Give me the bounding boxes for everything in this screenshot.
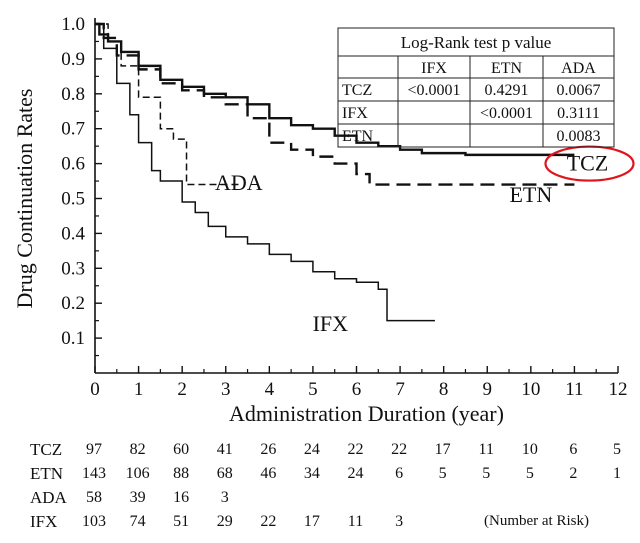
x-tick-label: 9 [483, 379, 493, 400]
pvalue-row-header: IFX [342, 105, 368, 122]
risk-value: 3 [220, 489, 229, 506]
pvalue-row-header: ETN [342, 128, 374, 145]
pvalue-col-header: IFX [421, 60, 447, 77]
pvalue-cell: 0.4291 [485, 82, 529, 99]
y-tick-label: 0.7 [61, 119, 85, 140]
y-tick-label: 0.5 [61, 189, 85, 210]
risk-value: 41 [216, 441, 233, 458]
x-tick-label: 5 [308, 379, 318, 400]
risk-value: 17 [434, 441, 451, 458]
risk-value: 88 [173, 465, 190, 482]
x-tick-label: 1 [134, 379, 144, 400]
curve-label-ifx: IFX [313, 311, 349, 336]
curve-label-ada: ADA [215, 170, 263, 195]
pvalue-row-header: TCZ [342, 82, 372, 99]
x-tick-label: 8 [439, 379, 449, 400]
risk-value: 22 [260, 513, 277, 530]
series-line-tcz [95, 22, 575, 157]
x-tick-label: 12 [609, 379, 628, 400]
risk-value: 143 [82, 465, 106, 482]
risk-value: 2 [569, 465, 578, 482]
pvalue-table-border [337, 27, 615, 148]
risk-value: 58 [86, 489, 102, 506]
risk-value: 5 [482, 465, 491, 482]
risk-row-label: TCZ [30, 440, 63, 459]
risk-value: 106 [125, 465, 150, 482]
risk-value: 11 [347, 513, 364, 530]
x-tick-label: 6 [352, 379, 362, 400]
y-tick-label: 0.8 [61, 84, 85, 105]
risk-value: 46 [260, 465, 277, 482]
y-tick-label: 0.4 [61, 223, 85, 244]
risk-value: 29 [216, 513, 233, 530]
risk-value: 5 [525, 465, 534, 482]
risk-value: 10 [521, 441, 538, 458]
y-tick-label: 0.2 [61, 293, 85, 314]
survival-chart: 0 1 2 3 4 5 6 7 8 9 10 11 120.10.20.30.40.50.60.70.8… [12, 14, 635, 426]
x-tick-label: 2 [177, 379, 187, 400]
risk-value: 17 [303, 513, 320, 530]
curve-label-tcz: TCZ [567, 151, 609, 176]
series-line-etn [95, 22, 575, 186]
x-tick-label: 7 [395, 379, 405, 400]
risk-value: 39 [129, 489, 146, 506]
y-tick-label: 0.9 [61, 49, 85, 70]
pvalue-cell: 0.3111 [557, 105, 600, 122]
series-line-ada [95, 23, 239, 186]
risk-value: 74 [129, 513, 146, 530]
risk-value: 5 [438, 465, 447, 482]
y-tick-label: 1.0 [61, 14, 85, 35]
x-tick-label: 3 [221, 379, 231, 400]
pvalue-cell: 0.0083 [557, 128, 601, 145]
x-tick-label: 10 [521, 379, 540, 400]
risk-row-label: ADA [30, 488, 67, 507]
pvalue-col-header: ETN [491, 60, 523, 77]
pvalue-table-title: Log-Rank test p value [401, 33, 552, 52]
risk-value: 6 [395, 465, 404, 482]
risk-value: 97 [86, 441, 102, 458]
risk-value: 103 [82, 513, 106, 530]
risk-row-label: ETN [30, 464, 64, 483]
risk-value: 16 [173, 489, 190, 506]
risk-value: 3 [395, 513, 404, 530]
risk-value: 34 [303, 465, 320, 482]
y-tick-label: 0.6 [61, 154, 85, 175]
risk-value: 1 [613, 465, 621, 482]
x-tick-label: 11 [565, 379, 583, 400]
risk-value: 22 [347, 441, 364, 458]
y-axis-title: Drug Continuation Rates [12, 89, 37, 309]
risk-value: 22 [391, 441, 408, 458]
risk-table-note: (Number at Risk) [484, 513, 589, 529]
risk-value: 24 [347, 465, 364, 482]
risk-value: 82 [129, 441, 146, 458]
risk-row-label: IFX [30, 512, 58, 531]
pvalue-cell: <0.0001 [480, 105, 533, 122]
risk-value: 60 [173, 441, 190, 458]
risk-value: 11 [478, 441, 494, 458]
x-tick-label: 0 [90, 379, 100, 400]
risk-value: 51 [173, 513, 190, 530]
risk-value: 24 [303, 441, 320, 458]
risk-value: 68 [216, 465, 233, 482]
y-tick-label: 0.1 [61, 328, 85, 349]
pvalue-col-header: ADA [561, 60, 596, 77]
risk-value: 5 [613, 441, 621, 458]
x-axis-title: Administration Duration (year) [229, 401, 504, 426]
x-tick-label: 4 [265, 379, 275, 400]
risk-value: 26 [260, 441, 277, 458]
risk-value: 6 [569, 441, 578, 458]
curve-label-etn: ETN [509, 182, 552, 207]
series-line-ifx [95, 23, 435, 322]
y-tick-label: 0.3 [61, 258, 85, 279]
pvalue-cell: <0.0001 [407, 82, 460, 99]
pvalue-cell: 0.0067 [557, 82, 601, 99]
